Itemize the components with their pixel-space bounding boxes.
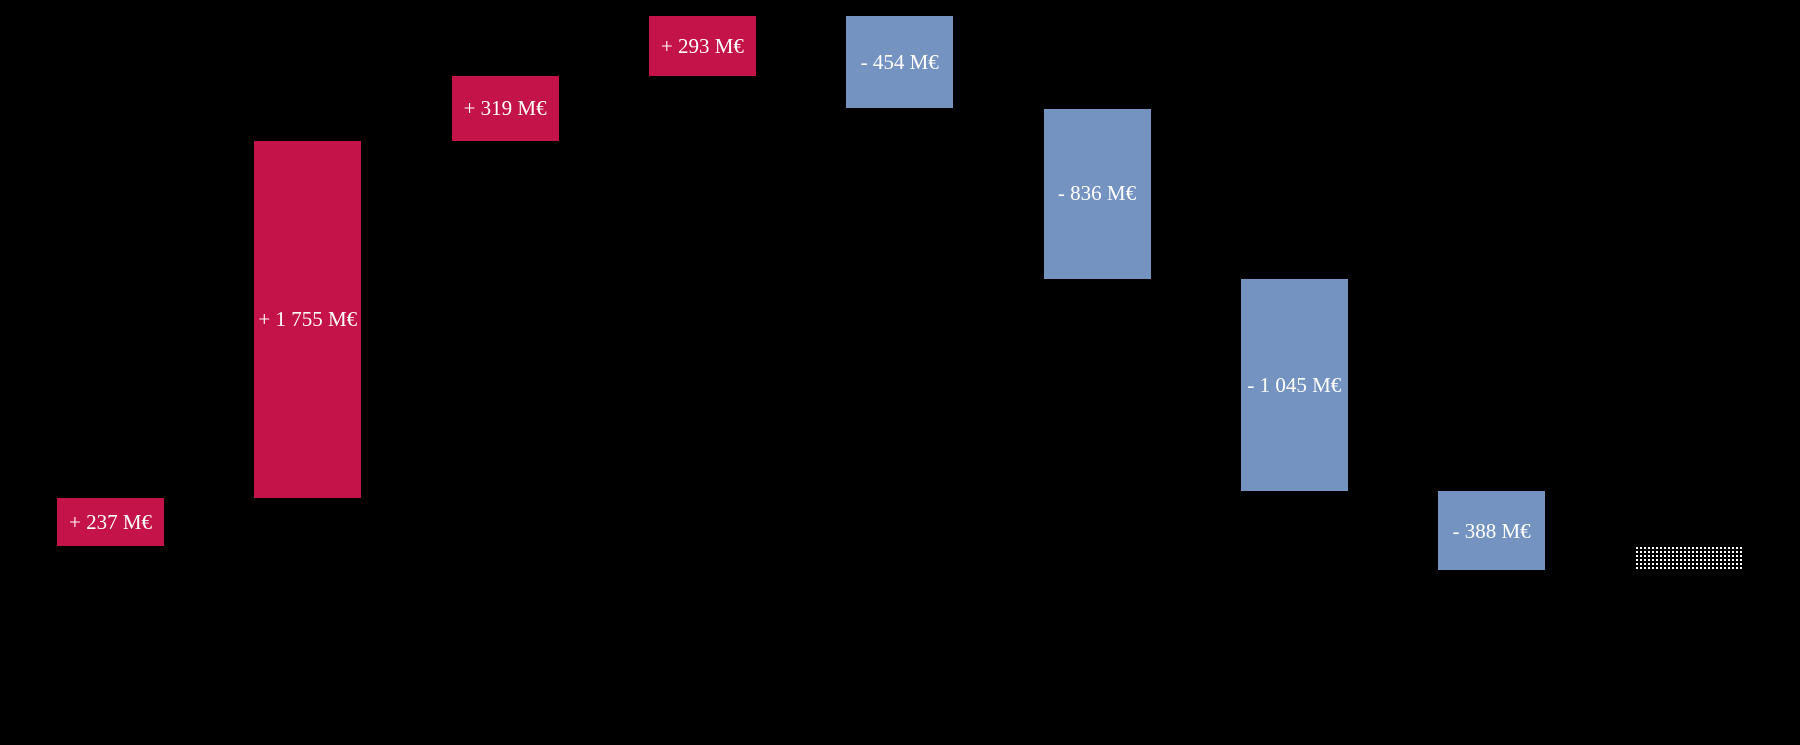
waterfall-decrease-bar: - 388 M€ — [1438, 491, 1546, 571]
bar-value-label: + 237 M€ — [65, 507, 155, 537]
bar-value-label: + 293 M€ — [657, 31, 747, 61]
waterfall-increase-bar: + 319 M€ — [451, 75, 559, 141]
bar-value-label: + 319 M€ — [460, 94, 550, 123]
waterfall-increase-bar: + 1 755 M€ — [254, 140, 362, 498]
waterfall-increase-bar: + 237 M€ — [57, 497, 164, 546]
bar-value-label: - 1 045 M€ — [1244, 370, 1345, 400]
bar-value-label: - 454 M€ — [857, 48, 942, 77]
waterfall-total-bar — [1635, 546, 1743, 571]
waterfall-decrease-bar: - 1 045 M€ — [1240, 278, 1348, 492]
waterfall-decrease-bar: - 454 M€ — [846, 16, 954, 109]
bar-value-label: + 1 755 M€ — [255, 305, 361, 334]
waterfall-increase-bar: + 293 M€ — [648, 16, 756, 76]
bar-value-label: - 388 M€ — [1449, 516, 1534, 545]
bar-value-label: - 836 M€ — [1054, 179, 1140, 208]
waterfall-decrease-bar: - 836 M€ — [1043, 108, 1151, 279]
